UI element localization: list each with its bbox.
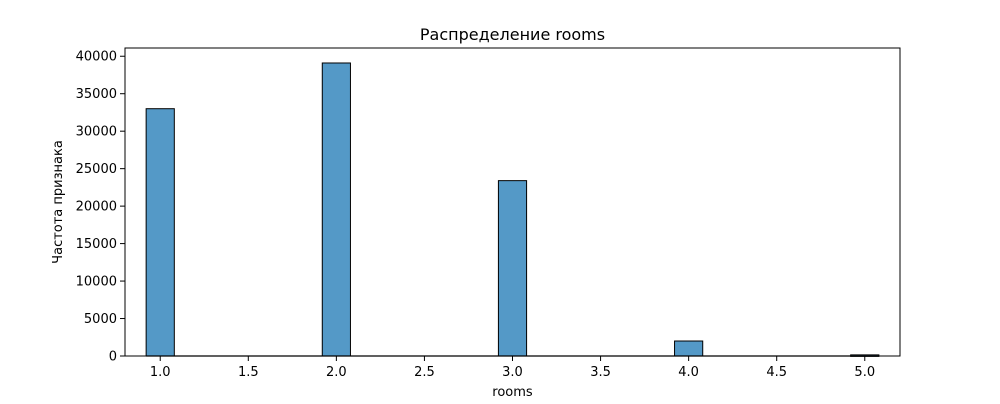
y-axis-ticks: 0 5000 10000 15000 20000 25000 30000 35000 40000 — [76, 50, 125, 365]
x-tick-label: 1.0 — [150, 365, 171, 380]
x-tick-label: 1.5 — [238, 365, 259, 380]
y-tick-label: 5000 — [84, 312, 117, 327]
x-tick-label: 4.0 — [678, 365, 699, 380]
x-tick-label: 2.5 — [414, 365, 435, 380]
y-tick-label: 25000 — [76, 162, 117, 177]
y-axis-label: Частота признака — [51, 140, 66, 264]
x-tick-label: 3.5 — [590, 365, 611, 380]
y-tick-label: 40000 — [76, 50, 117, 65]
x-axis-ticks: 1.0 1.5 2.0 2.5 3.0 3.5 4.0 4.5 5.0 — [150, 356, 875, 380]
x-tick-label: 5.0 — [854, 365, 875, 380]
histogram-bar-1 — [145, 108, 175, 357]
y-tick-label: 10000 — [76, 275, 117, 290]
y-tick-label: 20000 — [76, 200, 117, 215]
chart-title: Распределение rooms — [420, 25, 605, 44]
bars-layer — [145, 62, 880, 357]
x-tick-label: 3.0 — [502, 365, 523, 380]
plot-frame — [124, 47, 901, 357]
histogram-bar-2 — [321, 62, 351, 357]
y-tick-label: 30000 — [76, 125, 117, 140]
y-tick-label: 15000 — [76, 237, 117, 252]
x-axis-label: rooms — [492, 385, 533, 400]
histogram-bar-4 — [674, 340, 704, 357]
y-tick-label: 0 — [109, 350, 117, 365]
x-tick-label: 2.0 — [326, 365, 347, 380]
histogram-bar-3 — [497, 180, 528, 357]
y-tick-label: 35000 — [76, 87, 117, 102]
x-tick-label: 4.5 — [766, 365, 787, 380]
